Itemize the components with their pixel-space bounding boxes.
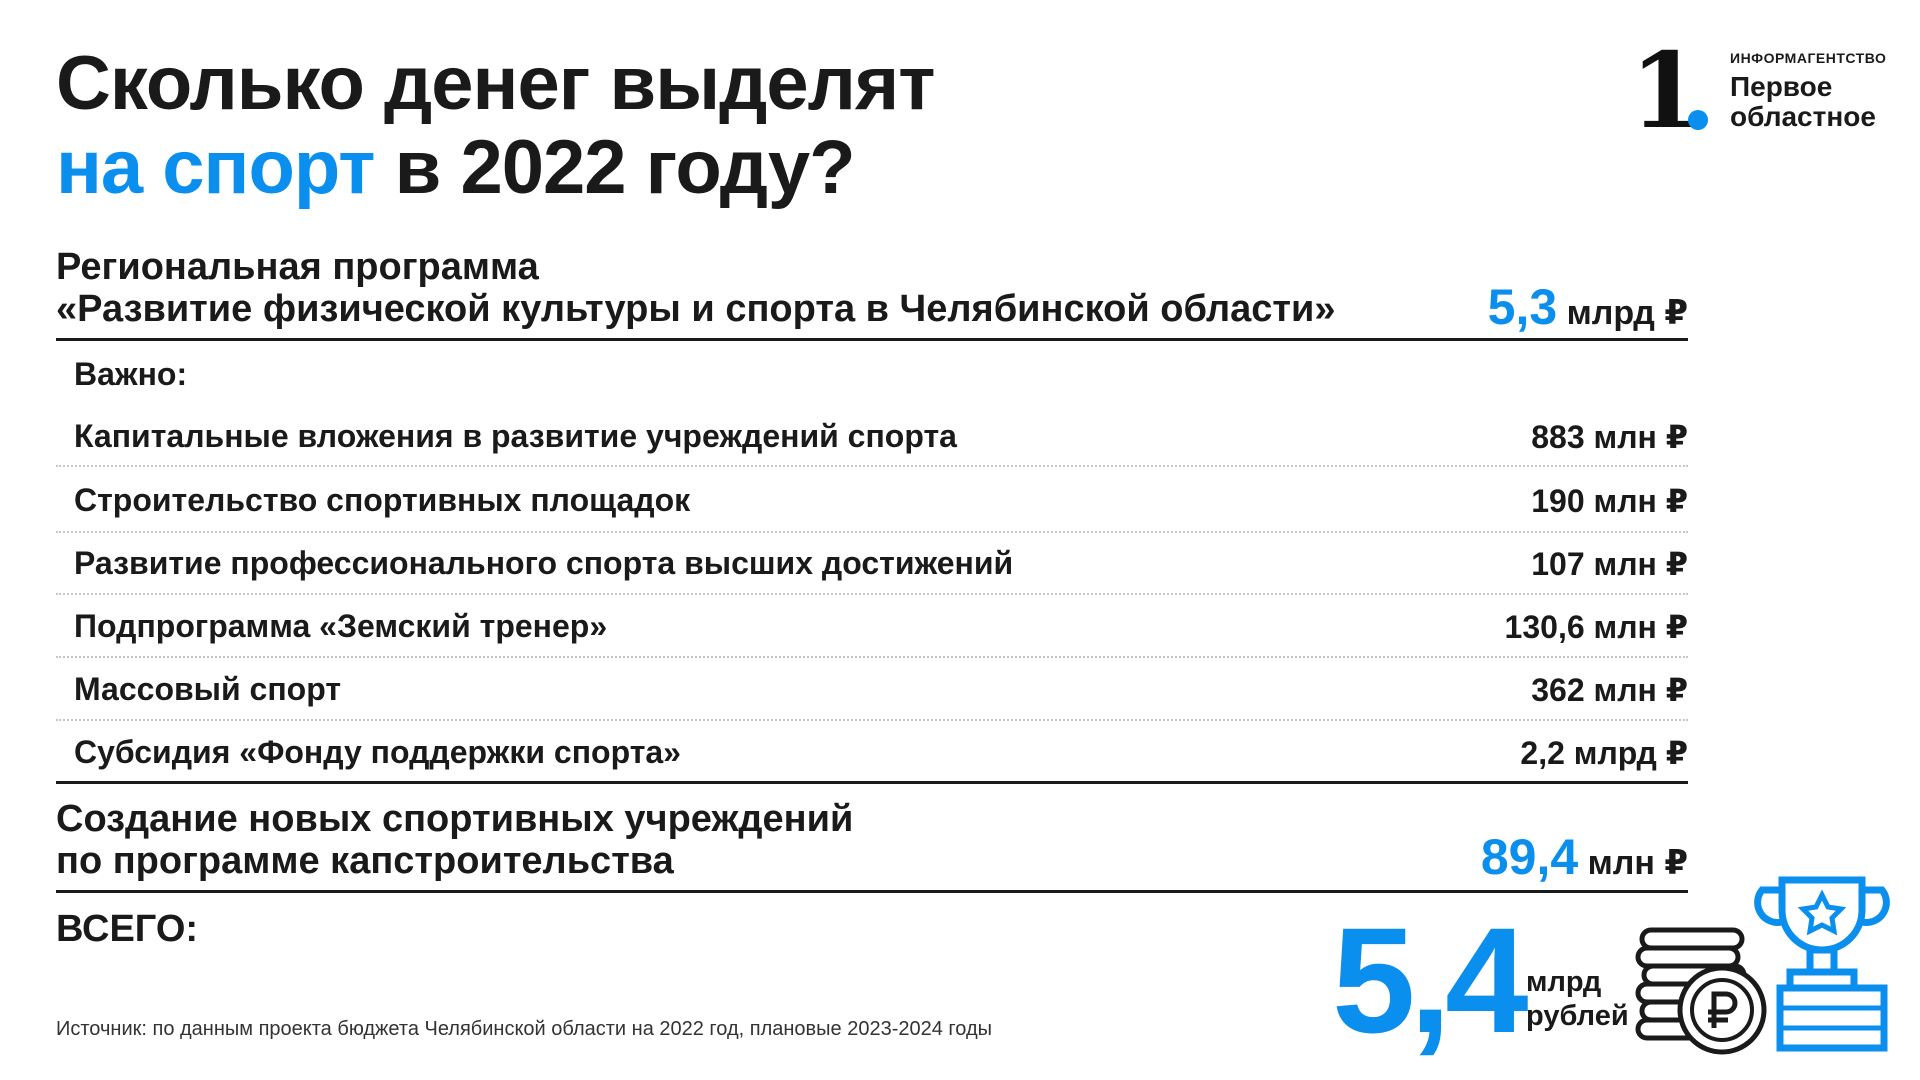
title-line-1: Сколько денег выделят [56,41,935,126]
page-title: Сколько денег выделят на спорт в 2022 го… [56,41,935,210]
total-unit-line-2: рублей [1526,1000,1629,1032]
divider-dotted [56,465,1688,467]
trophy-star-icon [1754,876,1890,1052]
capital-line-1: Создание новых спортивных учреждений [56,798,854,840]
important-label: Важно: [74,356,188,392]
coin-stack-ruble-icon [1635,927,1767,1055]
program-value-unit: млрд ₽ [1557,294,1688,332]
list-item-value: 190 млн ₽ [1531,483,1688,519]
list-item-label: Строительство спортивных площадок [74,482,691,518]
divider [56,890,1688,893]
capital-value-number: 89,4 [1480,829,1579,885]
total-label: ВСЕГО: [56,908,199,950]
divider-dotted [56,719,1688,721]
list-item-label: Подпрограмма «Земский тренер» [74,608,608,644]
program-line-2: «Развитие физической культуры и спорта в… [56,288,1336,330]
illustration-svg [1635,876,1890,1055]
divider-dotted [56,656,1688,658]
list-item-value: 362 млн ₽ [1531,672,1688,708]
list-item-value: 130,6 млн ₽ [1504,609,1688,645]
list-item-value: 2,2 млрд ₽ [1520,735,1688,771]
list-item-label: Развитие профессионального спорта высших… [74,545,1014,581]
logo-agency-label: ИНФОРМАГЕНТСТВО [1730,50,1887,66]
logo-name-line-1: Первое [1730,71,1833,102]
program-heading: Региональная программа «Развитие физичес… [56,246,1336,330]
list-item-label: Субсидия «Фонду поддержки спорта» [74,734,681,770]
divider [56,338,1688,341]
list-item-value: 883 млн ₽ [1531,419,1688,455]
program-value-number: 5,3 [1487,279,1558,335]
program-value: 5,3 млрд ₽ [1488,278,1688,336]
divider-dotted [56,531,1688,533]
program-line-1: Региональная программа [56,246,539,288]
logo-name-line-2: областное [1730,101,1876,132]
total-value: 5,4 [1332,896,1529,1064]
publisher-logo: 1 ИНФОРМАГЕНТСТВО Первое областное [1630,39,1900,143]
title-line-2: в 2022 году? [374,125,856,210]
divider-dotted [56,593,1688,595]
list-item-label: Массовый спорт [74,671,342,707]
title-accent: на спорт [56,125,376,210]
capital-line-2: по программе капстроительства [56,840,674,882]
total-unit-line-1: млрд [1526,966,1602,998]
source-note: Источник: по данным проекта бюджета Челя… [56,1018,992,1040]
logo-name: Первое областное [1730,72,1876,132]
capital-value-unit: млн ₽ [1578,844,1688,882]
logo-dot-icon [1688,110,1708,130]
capital-heading: Создание новых спортивных учреждений по … [56,798,853,882]
illustration [1630,860,1900,1060]
total-unit: млрд рублей [1526,965,1629,1033]
list-item-value: 107 млн ₽ [1531,546,1688,582]
divider [56,781,1688,784]
list-item-label: Капитальные вложения в развитие учрежден… [74,418,957,454]
capital-value: 89,4 млн ₽ [1481,828,1688,886]
